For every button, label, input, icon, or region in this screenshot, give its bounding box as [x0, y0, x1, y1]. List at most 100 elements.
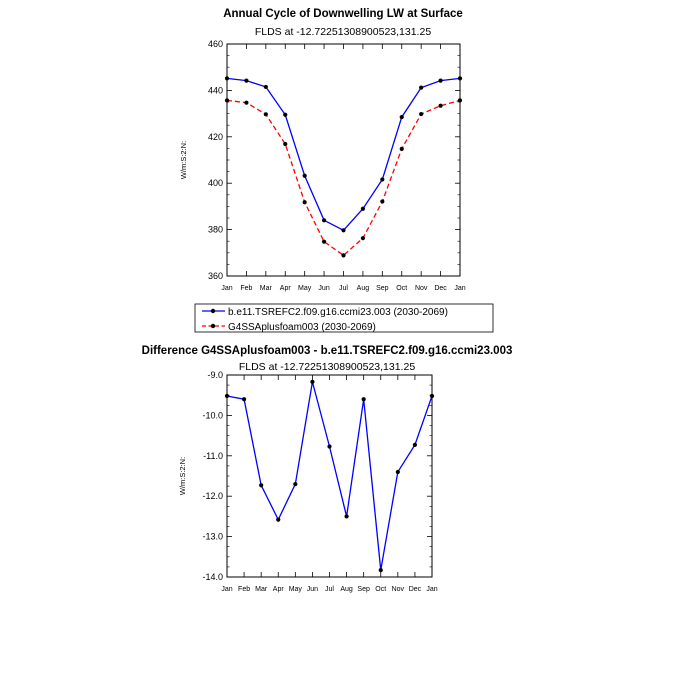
- data-point: [321, 218, 327, 223]
- y-tick-label: 380: [208, 225, 223, 235]
- data-point: [341, 253, 346, 258]
- data-point: [283, 141, 288, 147]
- series-group: [224, 379, 435, 573]
- data-point: [293, 481, 298, 487]
- x-tick-label: Jul: [339, 285, 348, 292]
- data-point: [244, 100, 249, 105]
- x-tick-label: May: [298, 285, 312, 292]
- data-point: [360, 206, 366, 211]
- difference-chart: Difference G4SSAplusfoam003 - b.e11.TSRE…: [142, 345, 513, 593]
- data-point: [310, 379, 315, 384]
- series-group: [224, 76, 463, 258]
- x-tick-label: Nov: [415, 285, 428, 292]
- legend-marker-experiment: [210, 323, 216, 329]
- data-point: [457, 98, 463, 103]
- data-point: [457, 76, 463, 81]
- x-tick-label: Jun: [307, 586, 318, 593]
- data-point: [224, 393, 230, 399]
- data-point: [395, 469, 400, 475]
- annual-cycle-chart: Annual Cycle of Downwelling LW at Surfac…: [179, 8, 494, 333]
- plot-area: 360 380 400 420 440 460 Jan Feb Mar Apr May Jun Jul A…: [208, 39, 466, 292]
- data-point: [344, 514, 349, 519]
- x-tick-label: Apr: [273, 586, 285, 593]
- data-point: [341, 228, 346, 233]
- y-tick-label: -10.0: [202, 410, 223, 420]
- x-tick-label: Sep: [357, 586, 370, 593]
- y-tick-label: 360: [208, 271, 223, 281]
- data-point: [263, 84, 268, 90]
- x-tick-label: Apr: [280, 285, 292, 292]
- data-point: [224, 98, 230, 103]
- legend-box: [194, 303, 494, 333]
- y-tick-label: 440: [208, 85, 223, 95]
- data-point: [321, 239, 327, 244]
- legend-label-control: b.e11.TSREFC2.f09.g16.ccmi23.003 (2030-2…: [228, 307, 448, 318]
- legend: b.e11.TSREFC2.f09.g16.ccmi23.003 (2030-2…: [194, 303, 494, 333]
- chart-title: Difference G4SSAplusfoam003 - b.e11.TSRE…: [142, 345, 513, 357]
- data-point: [419, 85, 424, 90]
- chart-title: Annual Cycle of Downwelling LW at Surfac…: [223, 8, 463, 20]
- x-tick-label: Jun: [318, 285, 329, 292]
- y-tick-label: 420: [208, 132, 223, 142]
- x-tick-label: Sep: [376, 285, 389, 292]
- data-point: [438, 103, 443, 108]
- x-tick-label: Dec: [409, 586, 422, 593]
- data-point: [259, 483, 264, 488]
- legend-label-experiment: G4SSAplusfoam003 (2030-2069): [228, 322, 376, 333]
- y-tick-label: -14.0: [202, 572, 223, 582]
- x-tick-label: Oct: [396, 285, 407, 292]
- data-point: [378, 568, 383, 573]
- y-tick-label: -9.0: [207, 370, 223, 380]
- data-point: [283, 112, 288, 117]
- y-tick-label: 400: [208, 178, 223, 188]
- plot-area: -14.0 -13.0 -12.0 -11.0 -10.0 -9.0 Jan Feb Mar Ap…: [202, 370, 437, 593]
- data-point: [276, 517, 281, 522]
- plot-frame: [226, 43, 461, 277]
- x-tick-label: Jul: [325, 586, 334, 593]
- y-axis-label: W/m:S:2:N:: [179, 141, 188, 179]
- x-tick-label: Mar: [260, 285, 273, 292]
- data-point: [361, 397, 366, 402]
- data-point: [302, 200, 307, 205]
- data-point: [263, 112, 268, 117]
- y-tick-label: -11.0: [203, 451, 223, 461]
- x-tick-label: Feb: [238, 586, 250, 593]
- y-tick-label: 460: [208, 39, 223, 49]
- data-point: [438, 78, 443, 83]
- x-tick-label: Jan: [454, 285, 465, 292]
- data-point: [399, 146, 404, 151]
- x-tick-label: Jan: [426, 586, 437, 593]
- data-point: [244, 78, 249, 83]
- x-tick-label: May: [289, 586, 303, 593]
- y-tick-label: -12.0: [202, 491, 223, 501]
- x-tick-label: Dec: [434, 285, 447, 292]
- x-tick-label: Feb: [240, 285, 252, 292]
- x-tick-label: Oct: [375, 586, 386, 593]
- x-tick-label: Mar: [255, 586, 268, 593]
- data-point: [419, 111, 424, 117]
- chart-subtitle: FLDS at -12.72251308900523,131.25: [255, 26, 431, 38]
- chart-subtitle: FLDS at -12.72251308900523,131.25: [239, 361, 415, 373]
- y-axis-label: W/m:S:2:N:: [178, 457, 187, 495]
- x-tick-label: Aug: [357, 285, 370, 292]
- data-point: [327, 444, 332, 449]
- data-point: [380, 199, 385, 204]
- data-point: [302, 173, 307, 178]
- plot-frame: [226, 374, 433, 578]
- series-line-0: [226, 381, 433, 571]
- data-point: [224, 76, 230, 81]
- legend-marker-control: [210, 308, 216, 314]
- x-tick-label: Jan: [221, 586, 232, 593]
- data-point: [399, 114, 404, 120]
- x-tick-label: Nov: [392, 586, 405, 593]
- x-tick-label: Aug: [340, 586, 353, 593]
- series-line-0: [226, 77, 461, 232]
- data-point: [429, 393, 435, 399]
- x-tick-label: Jan: [221, 285, 232, 292]
- data-point: [412, 442, 418, 447]
- data-point: [360, 236, 366, 241]
- data-point: [380, 177, 385, 182]
- data-point: [241, 397, 247, 402]
- y-tick-label: -13.0: [202, 532, 223, 542]
